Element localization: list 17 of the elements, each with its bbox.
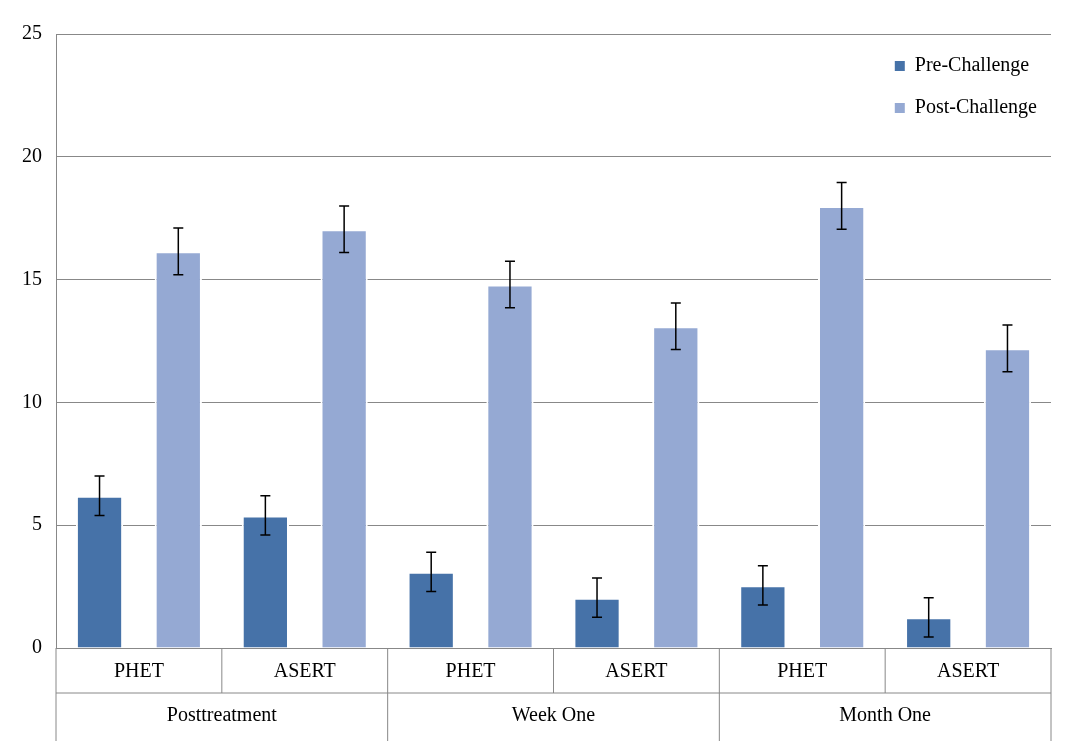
x-tick-label: PHET [777,659,828,682]
x-tick-label: ASERT [605,659,668,682]
y-tick-label: 25 [22,21,42,44]
text: Week One [511,703,596,726]
legend-label: Pre-Challenge [914,53,1030,77]
x-tick-label: ASERT [273,659,336,682]
x-tick-label: ASERT [937,659,1000,682]
y-tick-label: 20 [22,144,42,167]
y-tick-label: 15 [22,266,42,289]
y-tick-label: 10 [22,389,42,412]
x-tick-label: PHET [113,659,164,682]
text: Month One [839,703,932,726]
x-tick-label: PHET [445,659,496,682]
y-tick-label: 0 [32,635,42,658]
legend-label: Post-Challenge [914,95,1038,119]
y-tick-label: 5 [32,512,42,535]
text: Posttreatment [166,703,278,726]
